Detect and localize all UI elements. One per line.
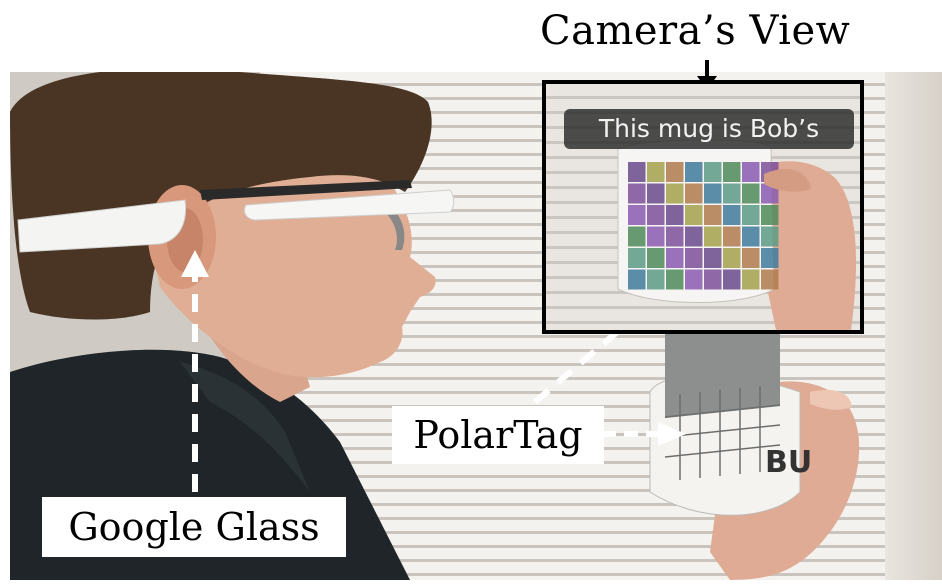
polartag-tile — [761, 226, 779, 247]
page-title: Camera’s View — [540, 8, 851, 54]
polartag-tile — [685, 248, 703, 268]
inset-scene — [617, 139, 857, 330]
polartag-tile — [628, 226, 646, 247]
polartag-tile — [666, 226, 684, 247]
polartag-tile — [666, 269, 684, 290]
polartag-tile — [647, 226, 665, 247]
jacket-collar — [180, 362, 310, 492]
window-frame — [885, 72, 942, 580]
tag-label-arrowhead — [658, 422, 686, 446]
polartag-tile — [723, 269, 741, 290]
polartag-tile — [647, 269, 665, 290]
polartag-tile — [704, 205, 722, 225]
polartag-tile — [761, 269, 779, 290]
polartag-tile — [647, 162, 665, 182]
polartag-tile — [704, 162, 722, 182]
google-glass-body — [17, 199, 187, 253]
polartag-tile — [685, 205, 703, 225]
polartag-tile — [628, 248, 646, 268]
polartag-tile — [723, 205, 741, 225]
polartag-tile — [666, 183, 684, 204]
polartag-tile — [723, 183, 741, 204]
polartag-tile — [704, 269, 722, 290]
polartag-tile — [685, 226, 703, 247]
polartag-tile — [647, 248, 665, 268]
polartag-tile — [742, 205, 760, 225]
polartag-tile — [666, 248, 684, 268]
polartag-tile — [704, 183, 722, 204]
polartag-tile — [628, 205, 646, 225]
polartag-tile — [704, 226, 722, 247]
polartag-tile — [647, 205, 665, 225]
polartag-tile — [666, 162, 684, 182]
svg-text:BU: BU — [765, 445, 812, 480]
polartag-tile — [723, 226, 741, 247]
google-glass-frame — [200, 180, 412, 200]
polartag-tile — [742, 162, 760, 182]
polartag-grey-patch — [664, 316, 781, 480]
polartag-tile — [742, 183, 760, 204]
polartag-tile — [628, 162, 646, 182]
google-glass-label: Google Glass — [42, 497, 346, 557]
polartag-tile — [704, 248, 722, 268]
polartag-tile — [628, 269, 646, 290]
polartag-tile — [685, 162, 703, 182]
polartag-tile — [761, 205, 779, 225]
polartag-label: PolarTag — [392, 406, 604, 464]
polartag-tile — [685, 269, 703, 290]
polartag-tile — [723, 248, 741, 268]
camera-caption: This mug is Bob’s — [564, 109, 854, 149]
polartag-tile — [742, 226, 760, 247]
polartag-tile — [723, 162, 741, 182]
color-polartag-grid — [628, 162, 779, 290]
polartag-tile — [628, 183, 646, 204]
glass-arrowhead — [181, 250, 209, 277]
polartag-tile — [742, 248, 760, 268]
polartag-tile — [742, 269, 760, 290]
polartag-tile — [647, 183, 665, 204]
camera-view-inset: This mug is Bob’s — [542, 80, 864, 334]
polartag-tile — [761, 248, 779, 268]
polartag-tile — [666, 205, 684, 225]
polartag-tile — [685, 183, 703, 204]
